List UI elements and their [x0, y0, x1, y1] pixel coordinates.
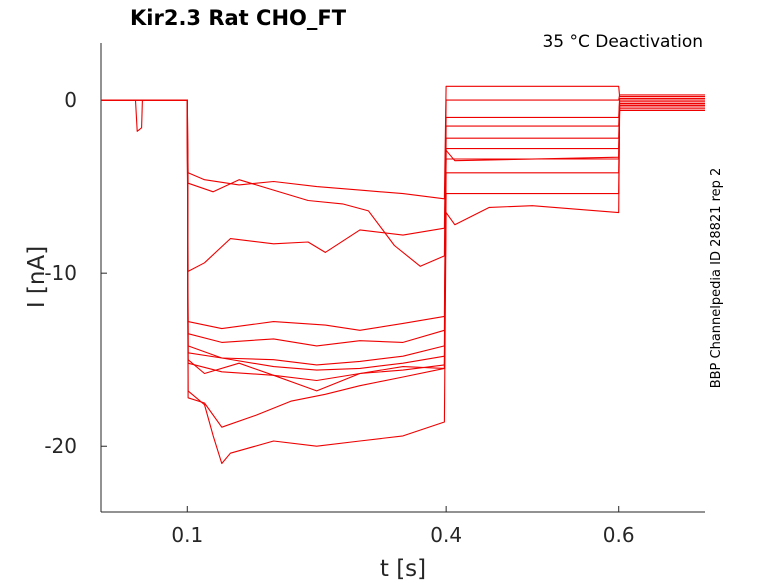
current-trace: [101, 99, 705, 347]
x-tick-label: 0.4: [430, 523, 462, 547]
current-trace: [101, 99, 705, 331]
y-axis-label: I [nA]: [24, 246, 50, 308]
source-label: BBP Channelpedia ID 28821 rep 2: [709, 168, 724, 389]
x-ticks: 0.1 0.4 0.6: [171, 506, 635, 547]
chart-title: Kir2.3 Rat CHO_FT: [130, 6, 347, 30]
current-trace: [101, 85, 705, 200]
y-tick-label: -20: [44, 434, 77, 458]
x-tick-label: 0.1: [171, 523, 203, 547]
y-tick-label: 0: [64, 88, 77, 112]
x-tick-label: 0.6: [603, 523, 635, 547]
plot-area: 0 -10 -20 0.1 0.4 0.6: [44, 43, 705, 547]
y-ticks: 0 -10 -20: [44, 88, 107, 458]
current-trace: [101, 99, 705, 366]
current-trace: [101, 99, 705, 465]
current-trace: [101, 97, 705, 272]
x-axis-label: t [s]: [380, 556, 426, 582]
current-trace: [101, 99, 705, 428]
current-trace: [101, 99, 705, 382]
current-trace: [101, 94, 705, 267]
y-tick-label: -10: [44, 261, 77, 285]
condition-annotation: 35 °C Deactivation: [542, 32, 703, 52]
traces: [101, 85, 705, 465]
